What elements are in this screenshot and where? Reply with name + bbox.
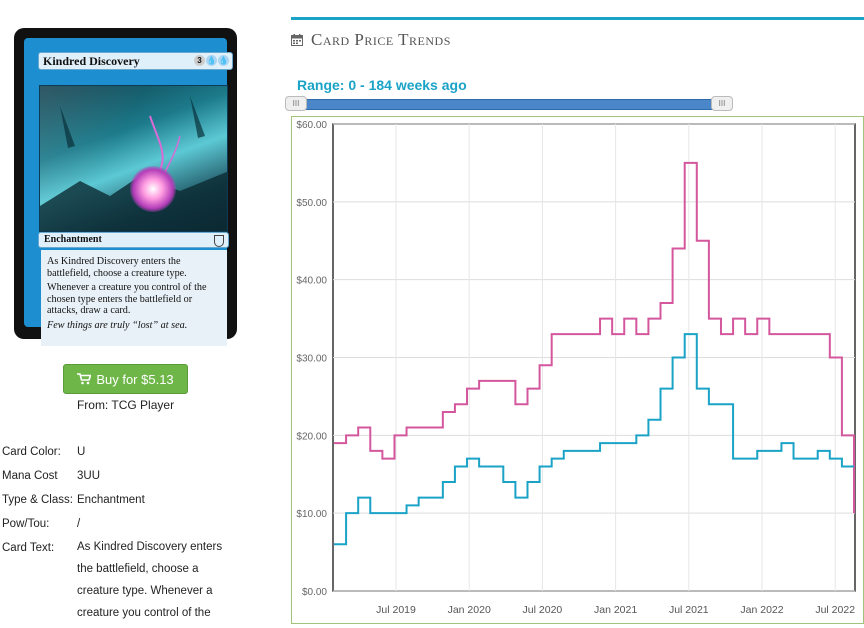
card-image: Kindred Discovery 3 💧 💧 Enchantment As K…	[14, 28, 237, 361]
card-collector-line-2: C17 • EN • Lake Hurwitz	[40, 353, 95, 359]
buy-button[interactable]: Buy for $5.13	[63, 364, 188, 394]
range-slider[interactable]: III III	[285, 96, 733, 111]
info-text-line: creature type. Whenever a	[77, 585, 213, 597]
card-type-line: Enchantment	[44, 234, 102, 245]
calendar-icon	[291, 34, 303, 46]
x-tick-label: Jan 2021	[594, 604, 637, 616]
mana-cost-symbols: 3 💧 💧	[194, 55, 229, 66]
info-value: Enchantment	[77, 494, 145, 506]
card-flavor-text: Few things are truly “lost” at sea.	[47, 319, 188, 331]
card-copyright: ™ & © 2017 Wizards of the Coast	[164, 349, 225, 361]
card-name: Kindred Discovery	[43, 54, 140, 68]
info-label: Type & Class:	[2, 494, 73, 506]
x-tick-label: Jul 2022	[815, 604, 855, 616]
panel-title: Card Price Trends	[291, 30, 451, 50]
info-value: /	[77, 518, 81, 530]
info-value-text: As Kindred Discovery enters the battlefi…	[77, 536, 237, 624]
buy-button-label: Buy for $5.13	[96, 371, 174, 387]
card-name-bar: Kindred Discovery 3 💧 💧	[38, 52, 233, 70]
x-tick-label: Jul 2020	[523, 604, 563, 616]
info-label: Card Text:	[2, 542, 55, 554]
range-slider-handle-left[interactable]: III	[285, 96, 307, 111]
info-row-type: Type & Class: Enchantment	[2, 488, 252, 512]
x-tick-label: Jul 2019	[376, 604, 416, 616]
info-value: U	[77, 446, 86, 458]
card-art-glow	[130, 166, 176, 212]
range-slider-handle-right[interactable]: III	[711, 96, 733, 111]
price-chart-svg: $0.00 $10.00 $20.00 $30.00 $40.00 $50.00 $60.0…	[296, 120, 856, 616]
card-art-scene	[40, 96, 227, 231]
card-info-table: Card Color: U Mana Cost 3UU Type & Class…	[2, 440, 252, 624]
range-label: Range: 0 - 184 weeks ago	[297, 77, 467, 93]
x-tick-label: Jan 2022	[740, 604, 783, 616]
info-label: Mana Cost	[2, 470, 58, 482]
info-row-mana: Mana Cost 3UU	[2, 464, 252, 488]
info-text-line: As Kindred Discovery enters	[77, 541, 223, 553]
price-line-foil	[334, 161, 855, 514]
x-tick-label: Jan 2020	[448, 604, 491, 616]
y-tick-label: $60.00	[296, 120, 327, 131]
mana-symbol-blue: 💧	[218, 55, 229, 66]
y-tick-label: $30.00	[296, 354, 327, 365]
y-tick-label: $40.00	[296, 276, 327, 287]
info-row-pt: Pow/Tou: /	[2, 512, 252, 536]
info-value: 3UU	[77, 470, 101, 482]
y-tick-label: $10.00	[296, 509, 327, 520]
info-text-line: creature you control of the	[77, 607, 211, 619]
info-row-color: Card Color: U	[2, 440, 252, 464]
panel-title-text: Card Price Trends	[311, 30, 451, 49]
panel-top-rule	[291, 17, 864, 20]
card-collector-info: 011/309 R C17 • EN • Lake Hurwitz	[40, 347, 94, 359]
card-rules-text-1: As Kindred Discovery enters the battlefi…	[47, 256, 187, 279]
card-art	[39, 85, 228, 232]
y-tick-label: $20.00	[296, 431, 327, 442]
y-tick-label: $0.00	[302, 587, 327, 598]
info-label: Pow/Tou:	[2, 518, 50, 530]
card-text-box: As Kindred Discovery enters the battlefi…	[41, 250, 227, 346]
mana-symbol-generic: 3	[194, 55, 205, 66]
price-chart: $0.00 $10.00 $20.00 $30.00 $40.00 $50.00 $60.0…	[291, 116, 864, 624]
shopping-cart-icon	[77, 373, 92, 385]
y-tick-label: $50.00	[296, 198, 327, 209]
price-line-normal	[334, 333, 854, 546]
info-text-line: the battlefield, choose a	[77, 563, 199, 575]
x-tick-label: Jul 2021	[669, 604, 709, 616]
card-type-bar: Enchantment	[38, 232, 229, 248]
card-collector-line-1: 011/309 R	[40, 347, 63, 353]
set-symbol-icon	[214, 235, 224, 247]
card-rules-text-2: Whenever a creature you control of the c…	[47, 282, 207, 316]
mana-symbol-blue: 💧	[206, 55, 217, 66]
info-label: Card Color:	[2, 446, 61, 458]
price-source: From: TCG Player	[76, 398, 175, 412]
info-row-text: Card Text: As Kindred Discovery enters t…	[2, 536, 252, 624]
